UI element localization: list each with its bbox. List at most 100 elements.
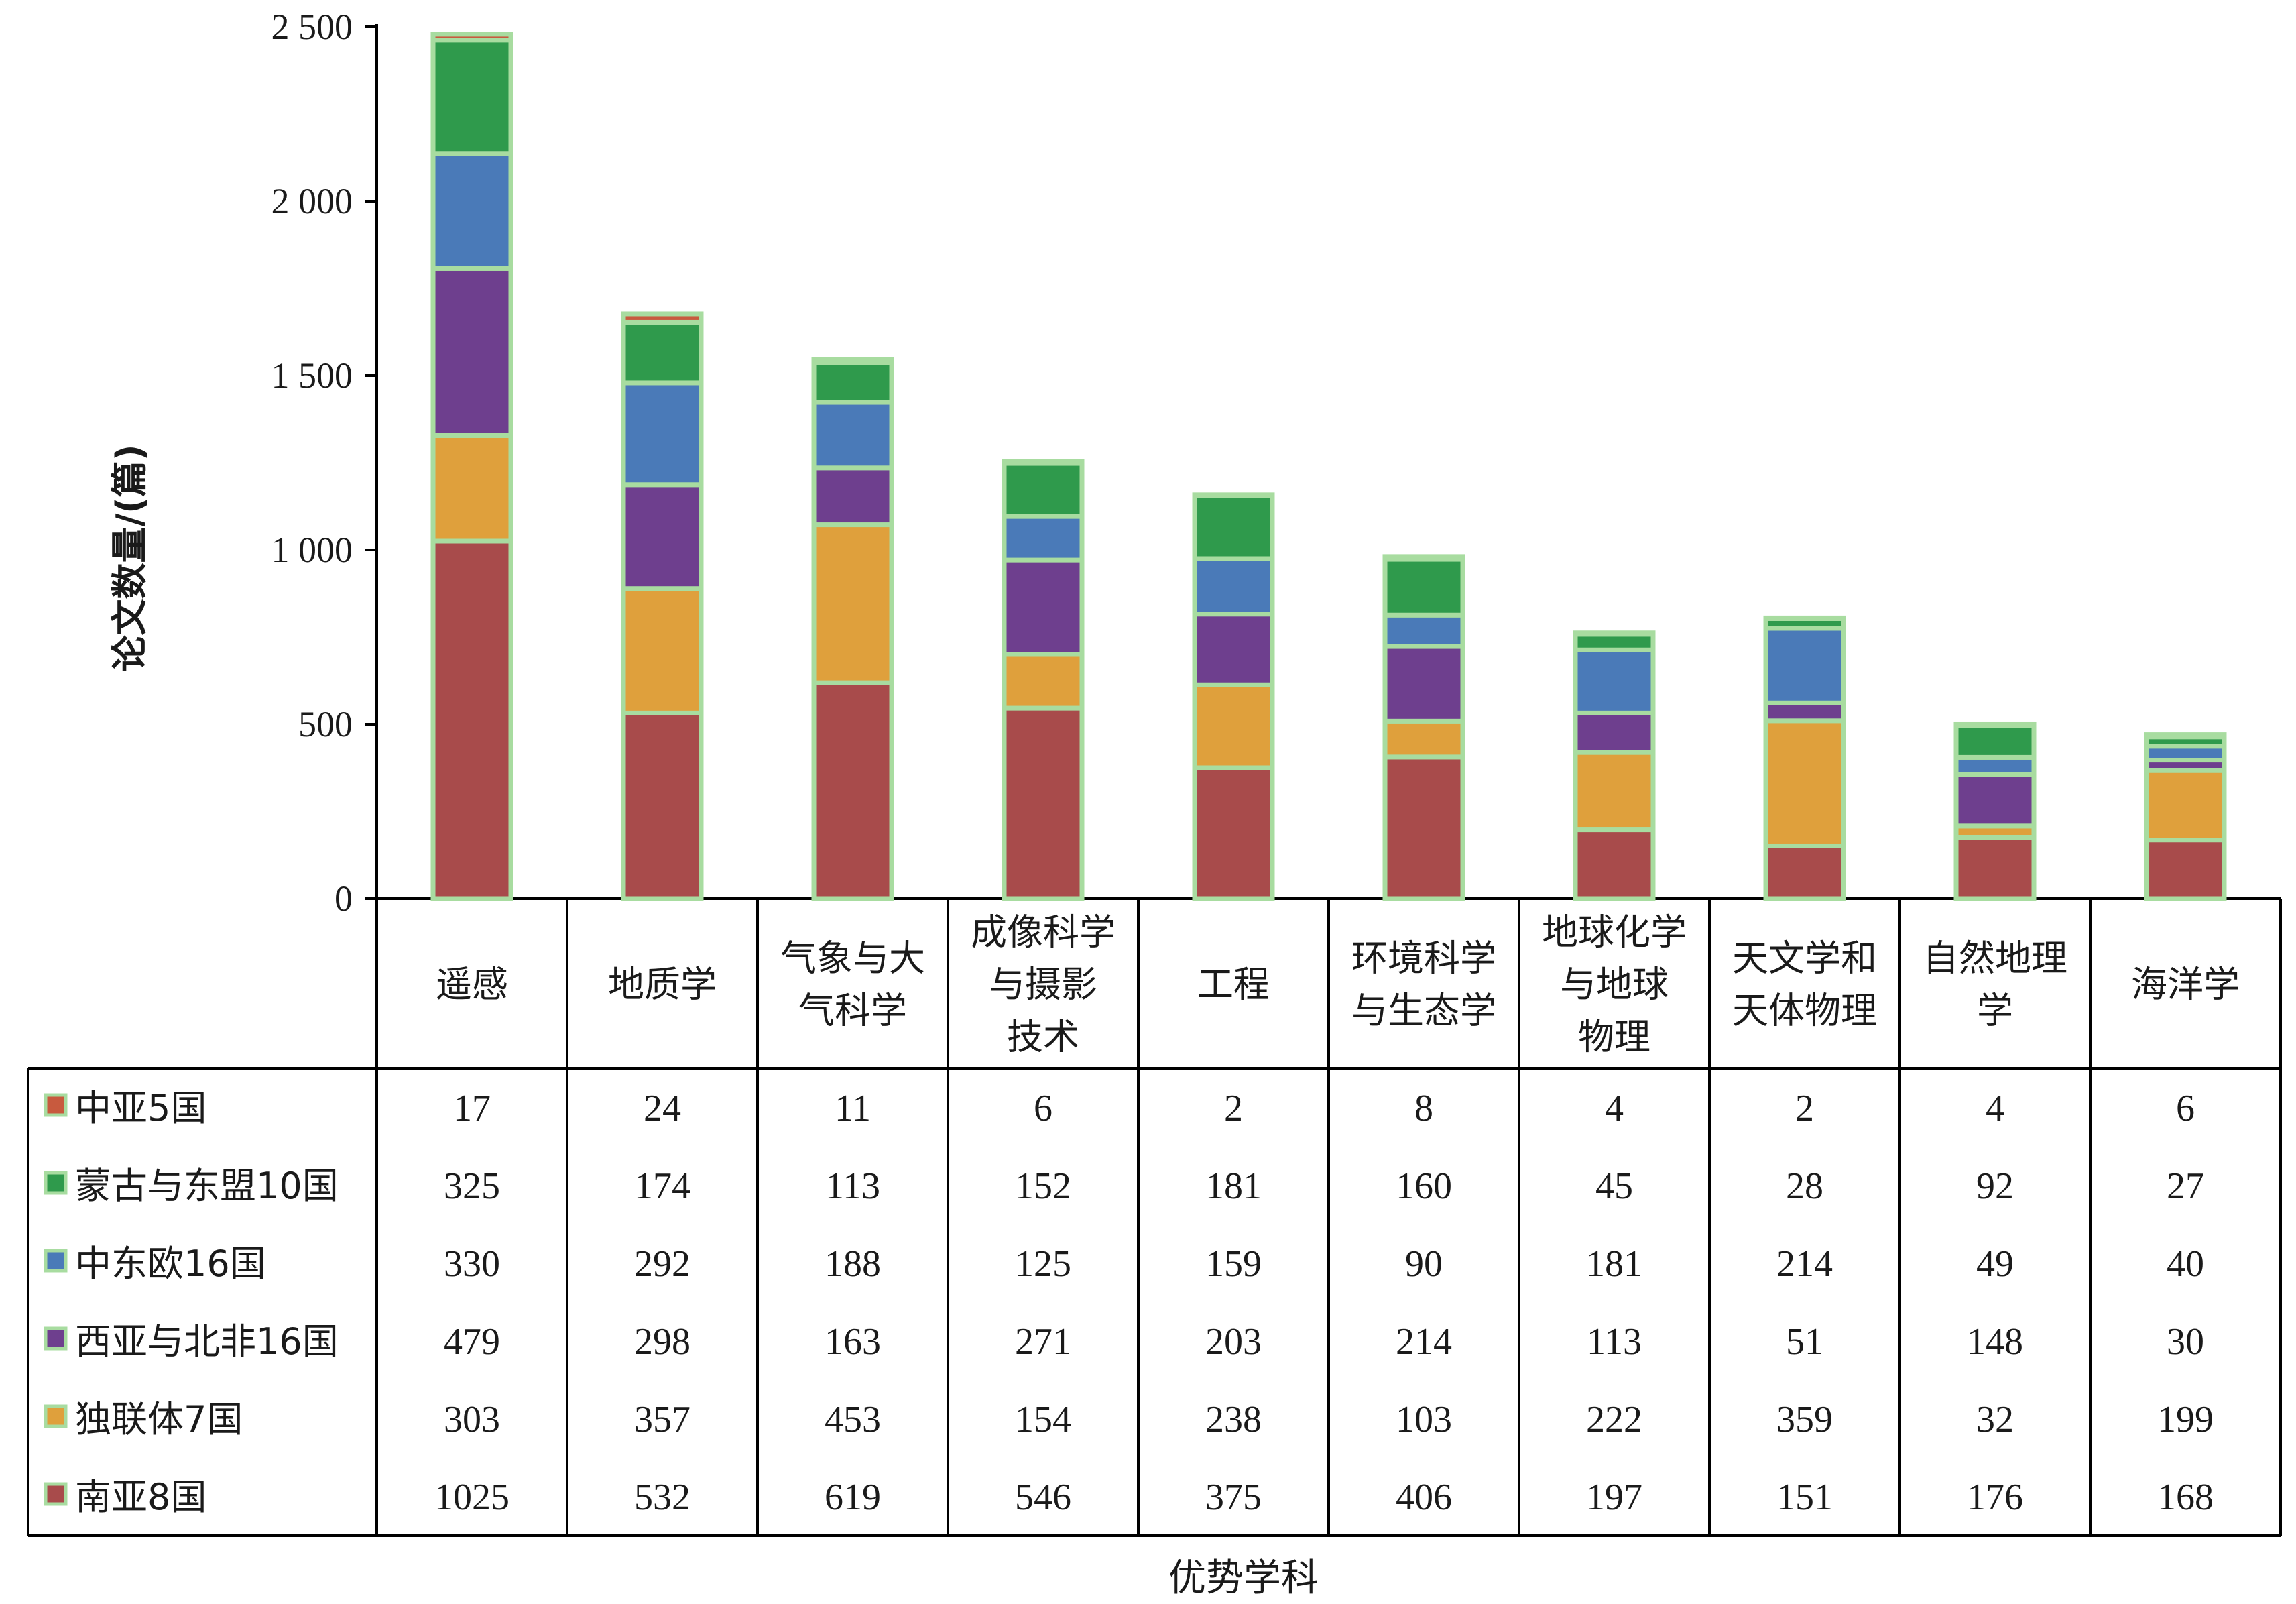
data-table-cell: 4 (1605, 1088, 1624, 1129)
legend-entry: 蒙古与东盟10国 (75, 1165, 339, 1207)
data-table-cell: 28 (1786, 1165, 1823, 1207)
data-table-cell: 32 (1976, 1399, 2014, 1440)
data-table-cell: 17 (453, 1088, 491, 1129)
legend-entry: 南亚8国 (75, 1476, 206, 1518)
bar-segment-1-0 (430, 433, 513, 544)
data-table-cell: 176 (1967, 1477, 2023, 1518)
legend-swatch (44, 1482, 68, 1506)
data-table-cell: 222 (1586, 1399, 1642, 1440)
data-table-cell: 151 (1776, 1477, 1833, 1518)
data-table-cell: 160 (1396, 1165, 1452, 1207)
bar-segment-2-4 (1192, 612, 1275, 687)
bar-segment-1-3 (1002, 652, 1085, 711)
category-label: 遥感 (436, 964, 508, 1006)
bar-segment-2-2 (811, 465, 894, 528)
bar-segment-5-1 (621, 311, 704, 325)
category-label: 学 (1977, 990, 2013, 1032)
bar-segment-2-1 (621, 482, 704, 591)
category-label: 天体物理 (1732, 990, 1877, 1032)
data-table-cell: 11 (835, 1088, 871, 1129)
legend-swatch (44, 1171, 68, 1195)
data-table-cell: 113 (825, 1165, 880, 1207)
data-table-cell: 174 (634, 1165, 690, 1207)
category-label: 工程 (1197, 964, 1270, 1006)
bar-segment-3-7 (1763, 626, 1846, 705)
bar-segment-4-5 (1382, 557, 1465, 618)
bar-segment-0-8 (1953, 834, 2037, 901)
legend-entry: 独联体7国 (75, 1398, 243, 1440)
bar-segment-1-9 (2144, 768, 2227, 843)
category-label: 与地球 (1560, 964, 1669, 1006)
bar-segment-5-4 (1192, 492, 1275, 498)
legend-entry: 中东欧16国 (75, 1243, 266, 1285)
data-table-cell: 197 (1586, 1477, 1642, 1518)
bar-segment-5-6 (1573, 630, 1656, 637)
bar-segment-5-8 (1953, 721, 2037, 728)
bar-segment-3-1 (621, 380, 704, 488)
data-table-cell: 199 (2157, 1399, 2214, 1440)
y-tick-label: 1 000 (271, 530, 353, 570)
data-table-cell: 51 (1786, 1321, 1823, 1363)
bar-segment-4-1 (621, 319, 704, 386)
bar-segment-1-5 (1382, 718, 1465, 760)
category-label: 气象与大 (780, 937, 925, 980)
data-table-cell: 2 (1795, 1088, 1814, 1129)
bar-segment-5-2 (811, 357, 894, 365)
bar-segment-2-7 (1763, 700, 1846, 724)
data-table-cell: 92 (1976, 1165, 2014, 1207)
data-table-cell: 2 (1224, 1088, 1243, 1129)
bar-segment-1-4 (1192, 682, 1275, 770)
bar-segment-2-0 (430, 266, 513, 438)
data-table-cell: 163 (825, 1321, 881, 1363)
data-table-cell: 203 (1205, 1321, 1262, 1363)
bar-segment-0-7 (1763, 843, 1846, 901)
data-table-cell: 479 (444, 1321, 500, 1363)
bar-segment-1-7 (1763, 718, 1846, 848)
data-table-cell: 40 (2167, 1243, 2204, 1285)
data-table-cell: 357 (634, 1399, 690, 1440)
data-table-cell: 292 (634, 1243, 690, 1285)
data-table-cell: 49 (1976, 1243, 2014, 1285)
bar-segment-5-3 (1002, 459, 1085, 466)
bar-segment-2-8 (1953, 772, 2037, 829)
legend-swatch (44, 1249, 68, 1273)
data-table-cell: 359 (1776, 1399, 1833, 1440)
y-tick-label: 0 (335, 878, 353, 919)
bar-segment-0-5 (1382, 754, 1465, 901)
data-table-cell: 303 (444, 1399, 500, 1440)
data-table-cell: 330 (444, 1243, 500, 1285)
bar-segment-4-4 (1192, 493, 1275, 561)
category-label: 物理 (1578, 1016, 1650, 1058)
bar-segment-0-3 (1002, 705, 1085, 901)
data-table-cell: 8 (1414, 1088, 1433, 1129)
data-table-cell: 6 (2176, 1088, 2195, 1129)
data-table-cell: 159 (1205, 1243, 1262, 1285)
y-tick-label: 2 500 (271, 7, 353, 47)
bar-segment-5-0 (430, 32, 513, 43)
data-table-cell: 325 (444, 1165, 500, 1207)
legend-swatch (44, 1093, 68, 1117)
legend-entry: 西亚与北非16国 (75, 1320, 339, 1363)
bar-segment-3-4 (1192, 556, 1275, 617)
data-table-cell: 375 (1205, 1477, 1262, 1518)
data-table-cell: 4 (1986, 1088, 2004, 1129)
bar-segment-1-6 (1573, 750, 1656, 833)
data-table-cell: 188 (825, 1243, 881, 1285)
bar-segment-4-6 (1573, 632, 1656, 652)
bar-segment-3-5 (1382, 612, 1465, 649)
legend-swatch (44, 1404, 68, 1428)
data-table-cell: 30 (2167, 1321, 2204, 1363)
data-table-cell: 214 (1396, 1321, 1452, 1363)
bar-segment-3-0 (430, 151, 513, 271)
bar-segment-0-1 (621, 710, 704, 901)
data-table-cell: 113 (1587, 1321, 1642, 1363)
data-table-cell: 24 (644, 1088, 681, 1129)
legend-swatch (44, 1326, 68, 1351)
category-label: 自然地理 (1923, 937, 2067, 980)
data-table-cell: 148 (1967, 1321, 2023, 1363)
data-table-cell: 27 (2167, 1165, 2204, 1207)
bar-segment-2-5 (1382, 644, 1465, 724)
data-table-cell: 181 (1586, 1243, 1642, 1285)
bar-segment-4-2 (811, 360, 894, 405)
data-table-cell: 152 (1015, 1165, 1071, 1207)
